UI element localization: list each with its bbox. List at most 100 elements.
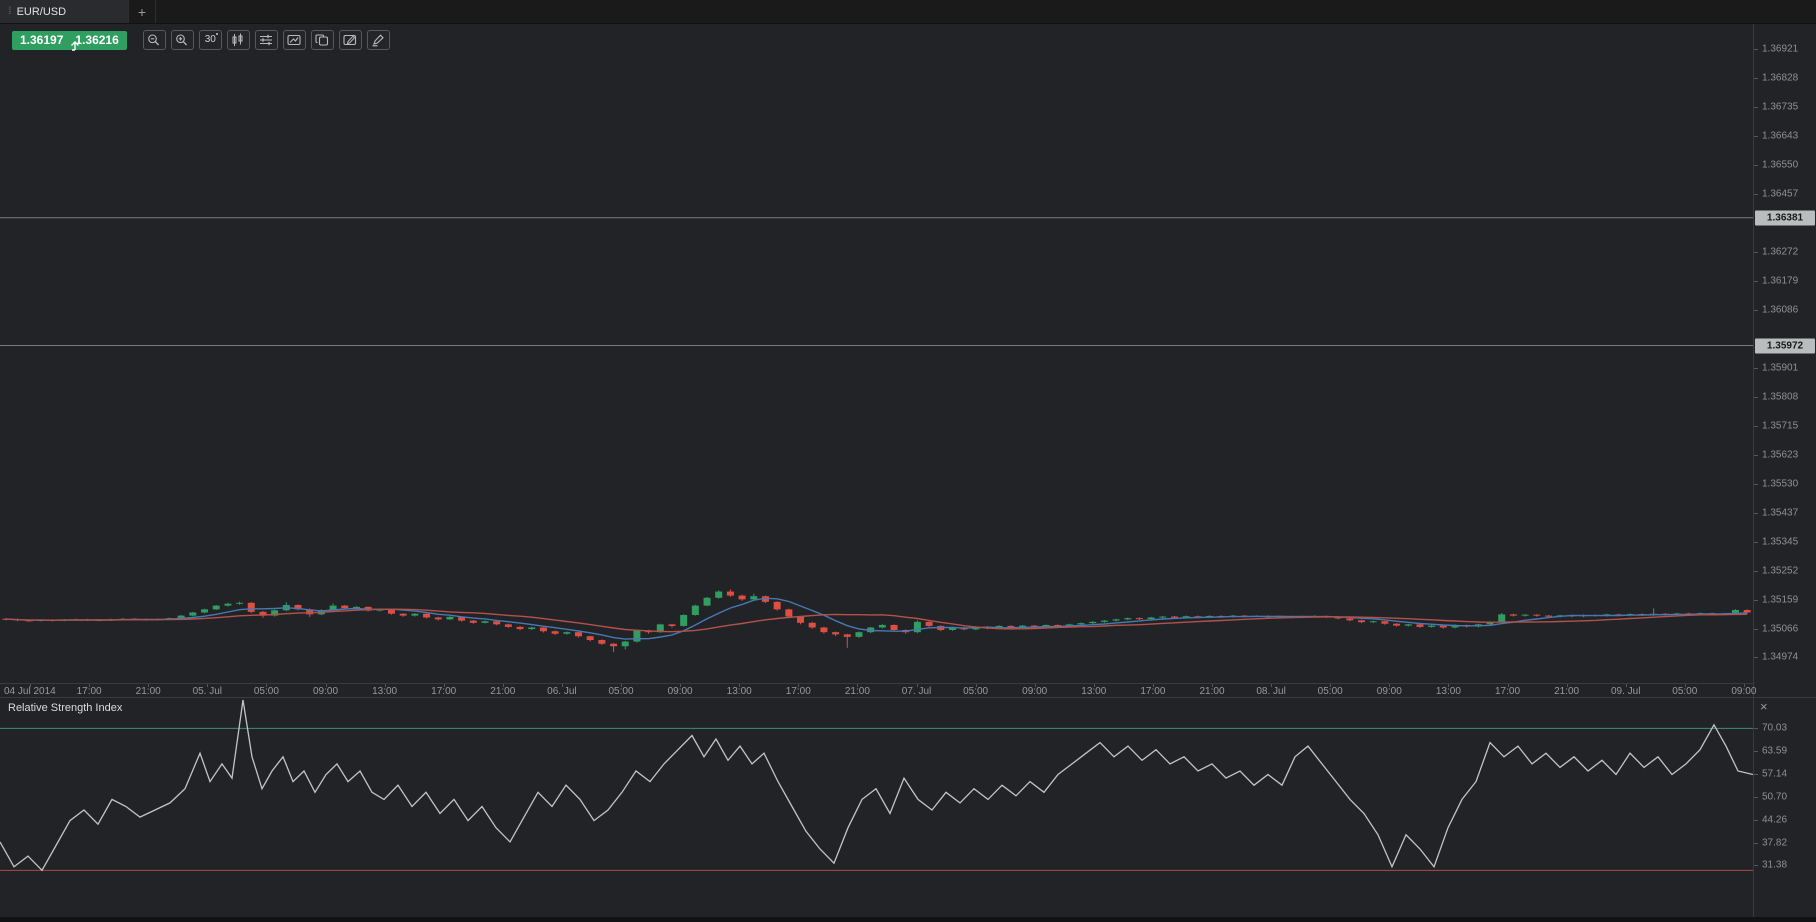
- ma-fast-line: [5, 597, 1748, 640]
- time-tick-label: 09:00: [1376, 686, 1402, 697]
- time-tick-label: 17:00: [785, 686, 811, 697]
- price-tick-label: 1.34974: [1762, 651, 1799, 663]
- price-tick-label: 1.36457: [1762, 188, 1799, 200]
- toolbar-button-chart-style-candles[interactable]: [226, 30, 250, 50]
- time-tick-label: 07. Jul: [901, 686, 932, 697]
- toolbar-button-duplicate-chart[interactable]: [310, 30, 334, 50]
- drag-handle-icon[interactable]: ⁞⁞: [8, 5, 11, 17]
- rsi-tick-label: 70.03: [1762, 722, 1788, 734]
- rsi-tick-label: 50.70: [1762, 791, 1788, 803]
- candles-layer: [2, 589, 1751, 652]
- main-chart-canvas[interactable]: [0, 24, 1753, 683]
- price-tick-label: 1.36179: [1762, 275, 1799, 287]
- time-tick-mark: [89, 684, 91, 687]
- time-tick-label: 05. Jul: [192, 686, 223, 697]
- price-tick-mark: [1754, 135, 1758, 137]
- rsi-chart-canvas[interactable]: [0, 697, 1753, 922]
- time-tick-mark: [1152, 684, 1154, 687]
- time-tick-mark: [621, 684, 622, 687]
- level-price-badge: 1.36381: [1755, 210, 1815, 226]
- time-tick-label: 09:00: [1731, 686, 1757, 697]
- rsi-line: [0, 699, 1753, 872]
- price-tick-label: 1.35345: [1762, 536, 1799, 548]
- toolbar-button-zoom-out[interactable]: [142, 30, 166, 50]
- close-indicator-icon[interactable]: ×: [1760, 699, 1768, 714]
- price-tick-mark: [1754, 367, 1758, 369]
- rsi-tick-label: 63.59: [1762, 745, 1788, 757]
- time-tick-mark: [1684, 684, 1686, 687]
- indicator-settings-icon: [260, 34, 273, 46]
- rsi-tick-mark: [1754, 865, 1758, 867]
- time-tick-label: 05:00: [1317, 686, 1343, 697]
- time-tick-mark: [916, 684, 918, 687]
- price-tick-mark: [1754, 164, 1758, 166]
- time-tick-label: 13:00: [1081, 686, 1107, 697]
- price-tick-label: 1.36643: [1762, 130, 1799, 142]
- price-tick-mark: [1754, 628, 1758, 630]
- time-tick-mark: [207, 684, 209, 687]
- price-tick-mark: [1754, 107, 1758, 109]
- drawing-tools-icon: [372, 34, 385, 47]
- main-price-axis[interactable]: 1.36921 1.36828 1.36735 1.36643 1.36550 1.364…: [1753, 24, 1816, 697]
- rsi-tick-label: 57.14: [1762, 768, 1788, 780]
- time-tick-mark: [30, 684, 31, 687]
- price-tick-label: 1.35715: [1762, 420, 1799, 432]
- ma-slow-line: [5, 608, 1748, 633]
- time-tick-label: 21:00: [1199, 686, 1225, 697]
- time-tick-mark: [1330, 684, 1332, 687]
- pane-separator: [0, 697, 1816, 698]
- time-tick-mark: [1743, 684, 1745, 687]
- tab-label: EUR/USD: [16, 5, 67, 18]
- price-tick-mark: [1754, 396, 1758, 398]
- price-tick-mark: [1754, 193, 1758, 195]
- time-tick-label: 09. Jul: [1610, 686, 1641, 697]
- time-tick-label: 09:00: [667, 686, 693, 697]
- time-tick-label: 17:00: [76, 686, 102, 697]
- time-tick-mark: [1566, 684, 1568, 687]
- time-tick-mark: [1507, 684, 1509, 687]
- time-tick-mark: [266, 684, 268, 687]
- bid-price: 1.36197: [20, 33, 64, 47]
- price-tick-mark: [1754, 657, 1758, 659]
- toolbar-button-timeframe-30min[interactable]: 30: [198, 30, 222, 50]
- bottom-strip: [0, 917, 1816, 922]
- rsi-tick-label: 44.26: [1762, 814, 1788, 826]
- time-tick-label: 13:00: [372, 686, 398, 697]
- new-tab-button[interactable]: +: [128, 0, 156, 23]
- time-tick-label: 13:00: [1435, 686, 1461, 697]
- price-tick-mark: [1754, 48, 1758, 50]
- rsi-price-axis[interactable]: 70.03 63.59 57.14 50.70 44.26 37.82 31.38: [1753, 697, 1816, 922]
- tab-eurusd[interactable]: ⁞⁞ EUR/USD: [0, 0, 128, 23]
- toolbar-button-chart-settings[interactable]: [282, 30, 306, 50]
- time-tick-label: 21:00: [490, 686, 516, 697]
- time-axis[interactable]: 04 Jul 2014 17:00 21:00 05. Jul 05:00 09:00 13…: [0, 683, 1757, 697]
- time-tick-label: 13:00: [726, 686, 752, 697]
- rsi-tick-mark: [1754, 796, 1758, 798]
- time-tick-label: 21:00: [844, 686, 870, 697]
- price-tick-label: 1.36735: [1762, 101, 1799, 113]
- time-tick-mark: [443, 684, 445, 687]
- level-price-badge: 1.35972: [1755, 338, 1815, 354]
- rsi-tick-label: 31.38: [1762, 859, 1788, 871]
- bid-ask-badge[interactable]: 1.36197 1.36216: [12, 30, 127, 51]
- time-tick-mark: [384, 684, 386, 687]
- toolbar-button-drawing-tools[interactable]: [366, 30, 390, 50]
- price-tick-mark: [1754, 309, 1758, 311]
- time-tick-mark: [1093, 684, 1095, 687]
- price-tick-mark: [1754, 541, 1758, 543]
- time-tick-mark: [1389, 684, 1391, 687]
- price-tick-label: 1.36828: [1762, 72, 1799, 84]
- duplicate-chart-icon: [315, 34, 329, 46]
- timeframe-label: 30: [204, 34, 216, 45]
- chart-stage: 1.36197 1.36216 30 1.36921 1.36828 1.36735…: [0, 24, 1816, 922]
- toolbar-button-edit-chart[interactable]: [338, 30, 362, 50]
- price-tick-label: 1.36272: [1762, 246, 1799, 258]
- price-tick-label: 1.35437: [1762, 507, 1799, 519]
- toolbar-button-zoom-in[interactable]: [170, 30, 194, 50]
- toolbar-button-indicator-settings[interactable]: [254, 30, 278, 50]
- time-tick-mark: [975, 684, 977, 687]
- time-tick-label: 09:00: [1022, 686, 1048, 697]
- time-tick-mark: [1271, 684, 1273, 687]
- price-tick-label: 1.35159: [1762, 594, 1799, 606]
